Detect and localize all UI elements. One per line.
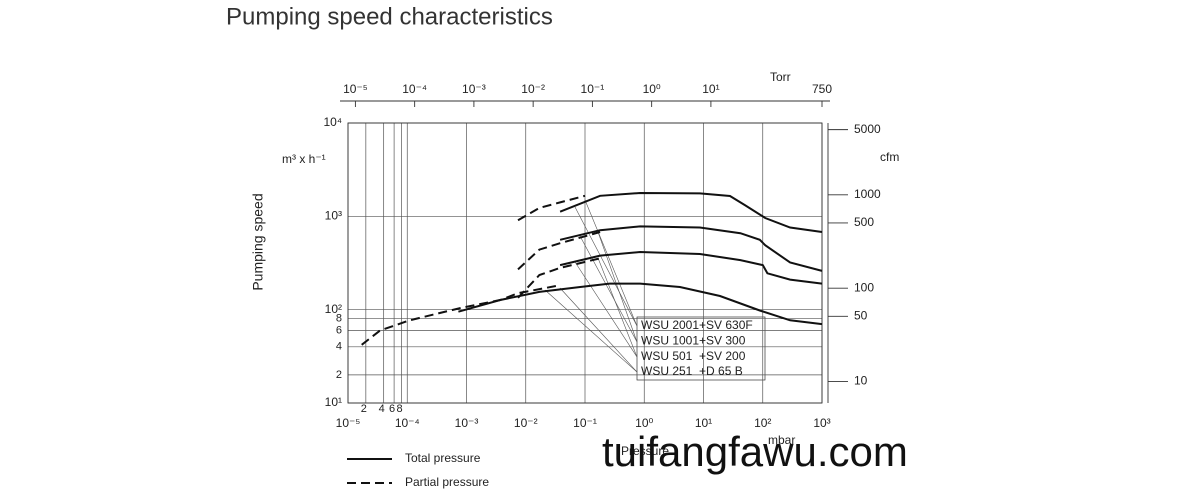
y2-tick-label: 50 [854,308,868,322]
x-tick-label: 10² [754,416,771,430]
y2-tick-label: 10 [854,374,868,388]
x-tick-label: 10³ [813,416,830,430]
x2-tick-label: 10⁰ [643,82,661,96]
leader-line [597,231,638,343]
x-unit: mbar [768,433,795,447]
y-minor-tick-label: 2 [336,369,342,381]
watermark: tuifangfawu.com [602,428,908,475]
chart-title: Pumping speed characteristics [226,3,553,30]
series-label: WSU 501 +SV 200 [641,349,746,363]
series-label: WSU 251 +D 65 B [641,364,743,378]
x-tick-label: 10⁻⁵ [336,416,361,430]
leader-line [597,257,638,358]
x-tick-label: 10¹ [695,416,712,430]
x-minor-tick-label: 4 [379,403,385,415]
x2-tick-label: 10⁻⁴ [402,82,427,96]
total-pressure-line [559,225,823,272]
legend-label: Partial pressure [405,475,489,489]
leader-line [579,235,638,343]
y2-tick-label: 1000 [854,187,881,201]
leader-line [584,199,638,327]
label-box-frame [636,316,766,381]
y-tick-label: 10¹ [325,395,342,409]
x2-tick-label: 10⁻¹ [581,82,605,96]
y-axis-title: Pumping speed [250,193,266,290]
y-tick-label: 10² [325,302,342,316]
y2-unit: cfm [880,150,899,164]
series-label: WSU 2001+SV 630F [641,318,753,332]
x-minor-tick-label: 8 [396,403,402,415]
x-minor-tick-label: 6 [389,403,395,415]
y-minor-tick-label: 8 [336,313,342,325]
x2-tick-label: 750 [812,82,832,96]
partial-pressure-line [517,194,586,222]
y-tick-label: 10³ [325,209,342,223]
label-box [544,199,766,381]
total-pressure-line [559,250,823,285]
x2-tick-label: 10⁻² [521,82,545,96]
total-pressure-line [559,191,823,233]
partial-pressure-line [361,284,561,346]
x-tick-label: 10⁻¹ [573,416,597,430]
partial-pressure-line [517,231,601,271]
y-tick-label: 10⁴ [323,115,342,129]
x2-tick-label: 10⁻⁵ [343,82,368,96]
x-axis-title: Pressure [621,444,669,458]
y-unit: m³ x h⁻¹ [282,152,326,166]
leader-line [544,289,638,373]
x-minor-tick-label: 2 [361,403,367,415]
x-tick-label: 10⁻³ [455,416,479,430]
x2-tick-label: 10¹ [702,82,719,96]
y-minor-tick-label: 6 [336,324,342,336]
x-tick-label: 10⁻² [514,416,538,430]
leader-line [574,206,638,327]
x-tick-label: 10⁻⁴ [395,416,420,430]
y2-tick-label: 5000 [854,122,881,136]
x2-unit: Torr [770,70,791,84]
partial-pressure-line [517,257,601,299]
y2-tick-label: 500 [854,215,874,229]
x-tick-label: 10⁰ [635,416,653,430]
y2-tick-label: 100 [854,280,874,294]
series-label: WSU 1001+SV 300 [641,333,746,347]
x2-tick-label: 10⁻³ [462,82,486,96]
legend-label: Total pressure [405,451,481,465]
total-pressure-line [458,282,823,326]
y-minor-tick-label: 4 [336,341,342,353]
plot-frame [347,122,823,404]
leader-line [559,287,638,373]
